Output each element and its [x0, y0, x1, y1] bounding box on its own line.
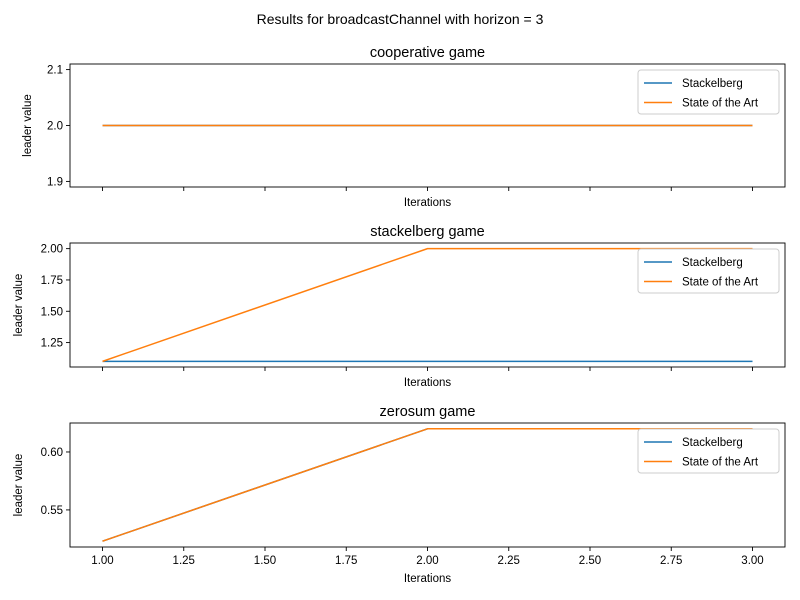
legend-box	[637, 69, 780, 115]
legend-label-state-of-the-art: State of the Art	[682, 457, 759, 469]
legend: Stackelberg State of the Art	[637, 69, 780, 115]
x-axis-label: Iterations	[404, 197, 452, 209]
y-tick-label: 1.50	[41, 306, 63, 318]
legend: Stackelberg State of the Art	[637, 428, 780, 474]
x-tick-label: 1.25	[173, 555, 195, 567]
legend-box	[637, 428, 780, 474]
x-tick-label: 1.75	[335, 555, 357, 567]
legend-box	[637, 248, 780, 294]
x-tick-label: 3.00	[741, 555, 763, 567]
subplot-1: cooperative game 1.9 2.0 2.1 Iterations leade…	[22, 45, 786, 209]
legend-label-stackelberg: Stackelberg	[682, 78, 743, 90]
y-tick-label: 0.60	[41, 447, 63, 459]
subplot-title: stackelberg game	[370, 224, 484, 240]
x-tick-label: 2.00	[416, 555, 438, 567]
y-tick-label: 2.1	[47, 65, 63, 77]
y-axis-label: leader value	[22, 94, 34, 157]
y-tick-label: 2.0	[47, 121, 63, 133]
x-tick-label: 2.25	[498, 555, 520, 567]
x-tick-label: 1.50	[254, 555, 276, 567]
figure-title: Results for broadcastChannel with horizo…	[257, 11, 544, 27]
x-axis-label: Iterations	[404, 377, 452, 389]
y-tick-label: 1.75	[41, 275, 63, 287]
y-tick-label: 0.55	[41, 505, 63, 517]
subplot-title: cooperative game	[370, 45, 485, 61]
y-axis-label: leader value	[13, 454, 25, 517]
subplot-2: stackelberg game 1.25 1.50 1.75 2.00 Iteratio…	[13, 224, 786, 389]
subplot-3: zerosum game 1.00 1.25 1.50 1.75 2.00 2.25 2.50…	[13, 404, 786, 585]
legend-label-stackelberg: Stackelberg	[682, 257, 743, 269]
x-tick-label: 2.75	[660, 555, 682, 567]
y-tick-label: 1.25	[41, 338, 63, 350]
x-axis-label: Iterations	[404, 573, 452, 585]
x-tick-label: 1.00	[91, 555, 113, 567]
legend-label-stackelberg: Stackelberg	[682, 437, 743, 449]
y-tick-label: 2.00	[41, 244, 63, 256]
x-tick-label: 2.50	[579, 555, 601, 567]
y-axis-label: leader value	[13, 274, 25, 337]
legend-label-state-of-the-art: State of the Art	[682, 98, 759, 110]
subplots: cooperative game 1.9 2.0 2.1 Iterations leade…	[13, 45, 786, 585]
legend-label-state-of-the-art: State of the Art	[682, 277, 759, 289]
subplot-title: zerosum game	[380, 404, 476, 420]
y-tick-label: 1.9	[47, 176, 63, 188]
legend: Stackelberg State of the Art	[637, 248, 780, 294]
